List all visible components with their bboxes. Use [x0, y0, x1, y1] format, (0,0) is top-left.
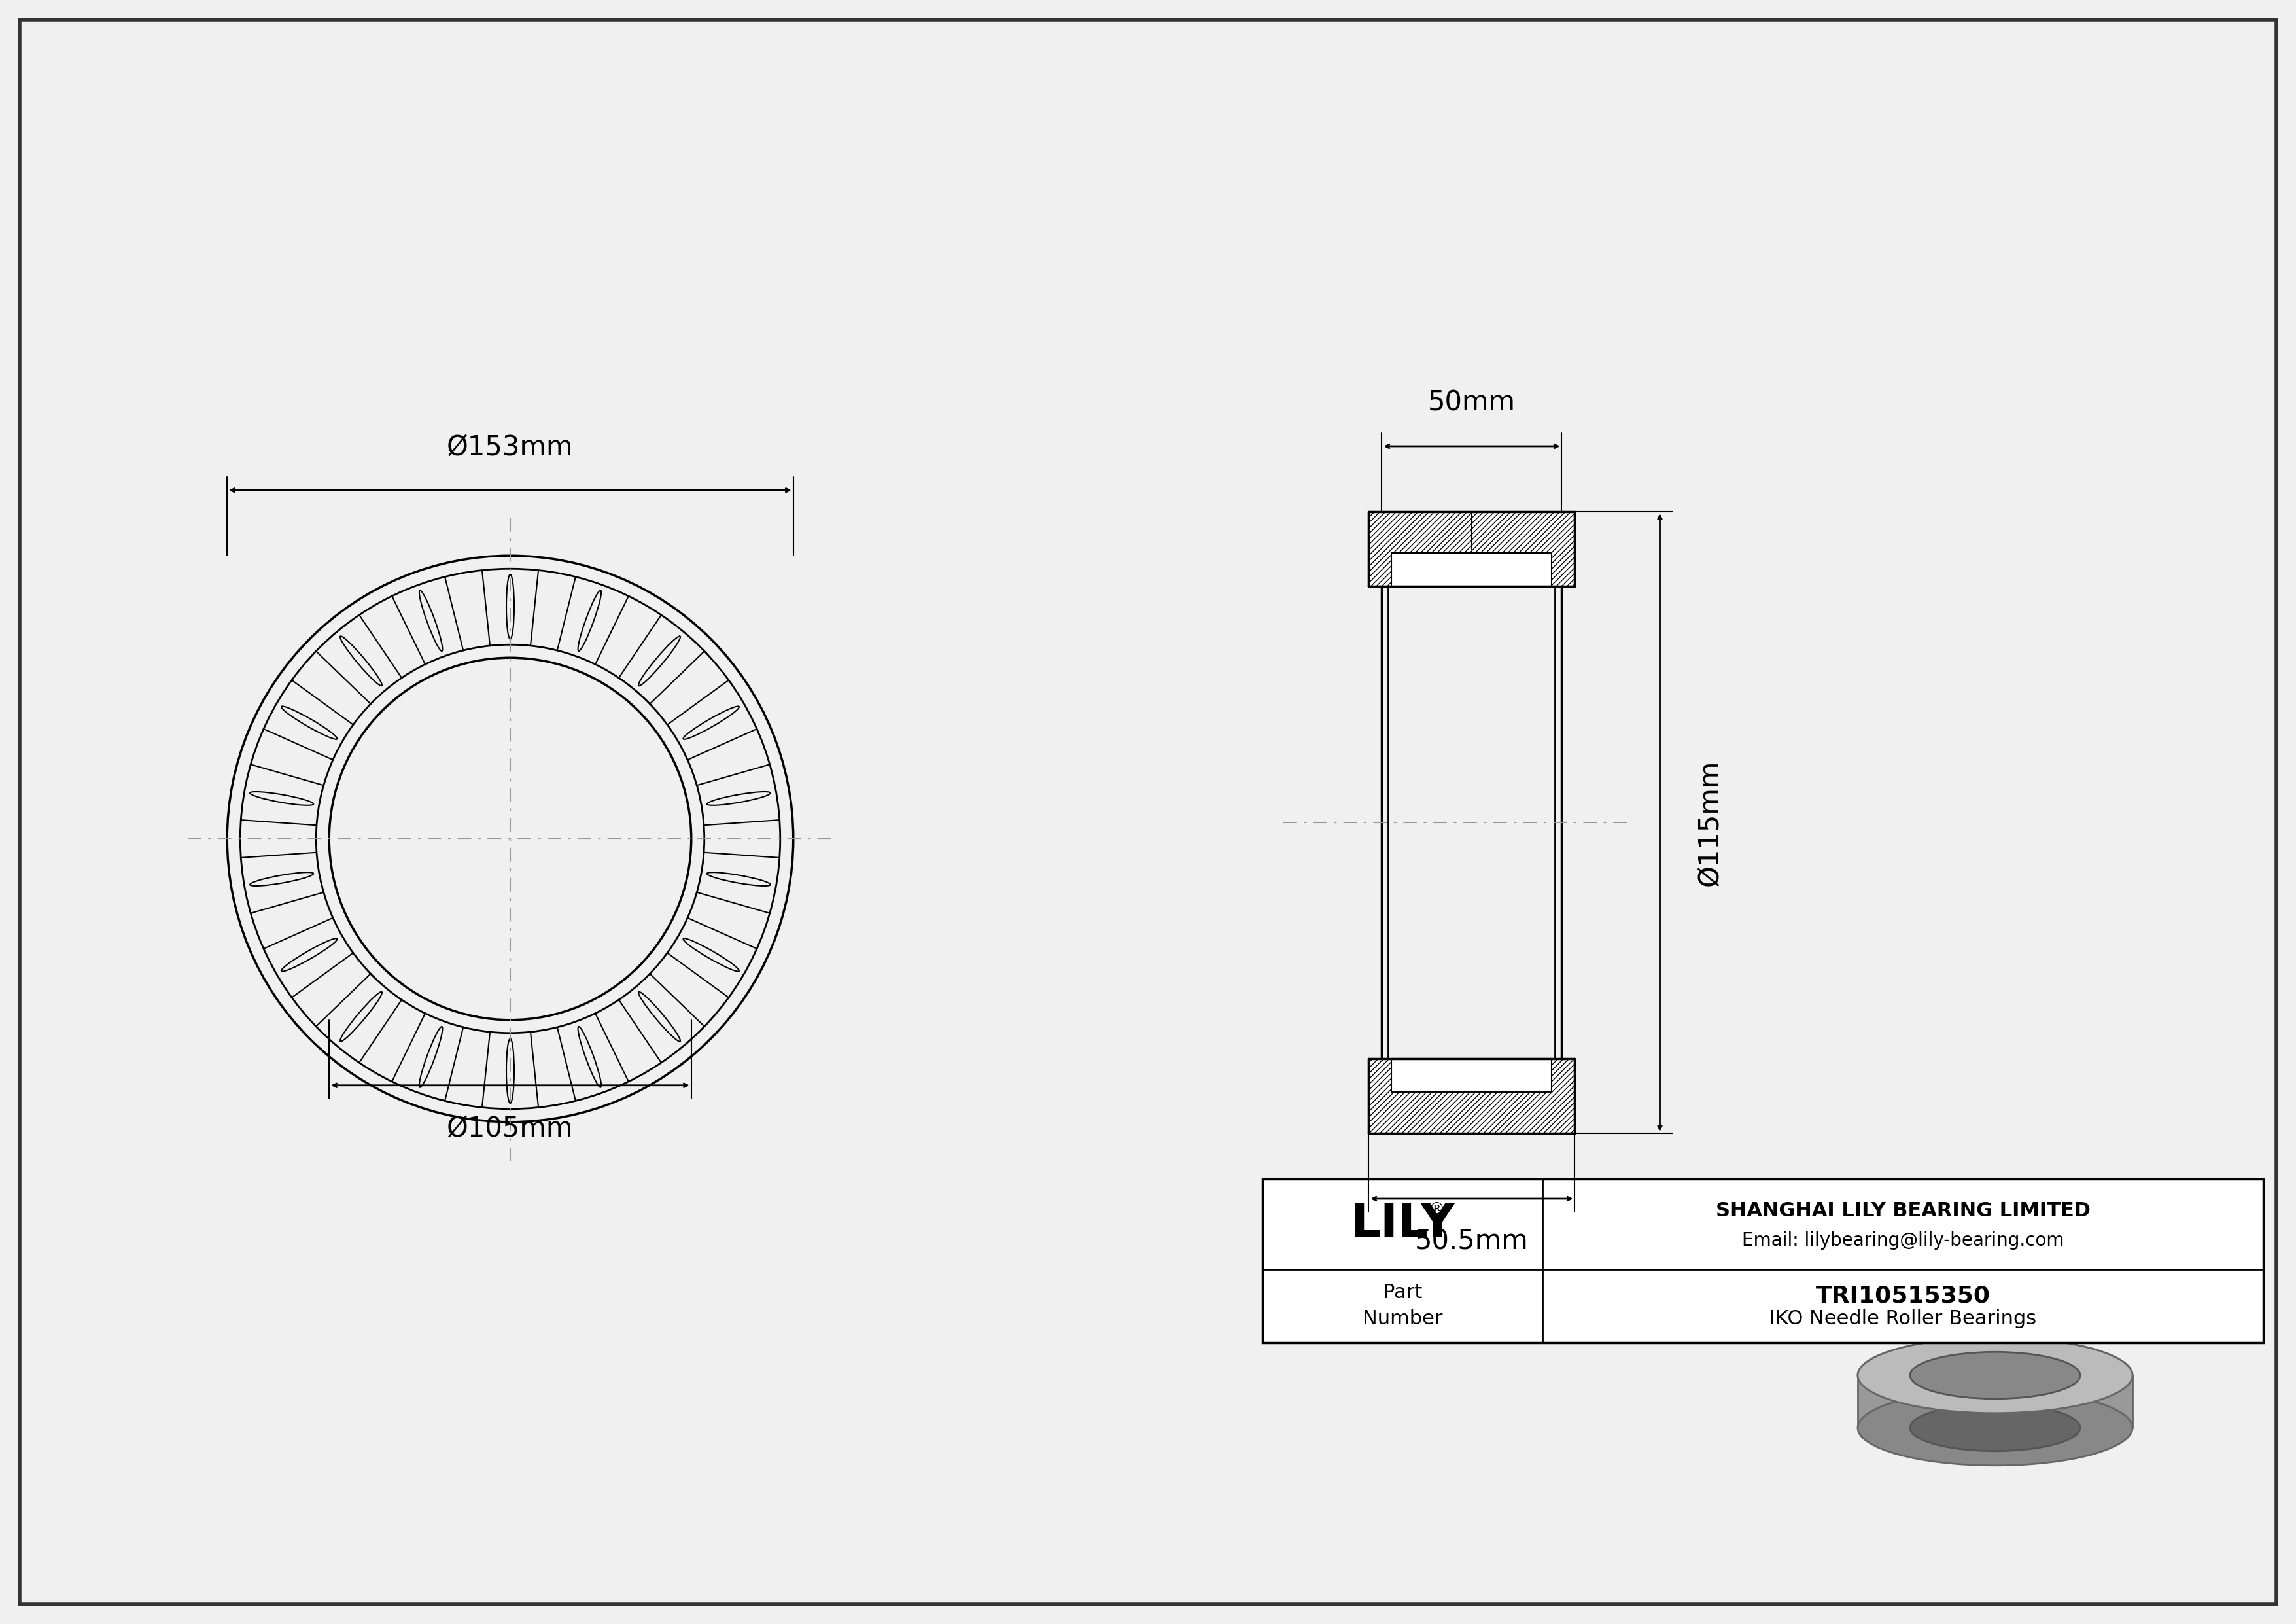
Bar [1368, 512, 1575, 586]
Ellipse shape [1857, 1338, 2133, 1413]
Bar [1857, 1376, 2133, 1427]
Text: TRI10515350: TRI10515350 [1816, 1285, 1991, 1307]
Text: Email: lilybearing@lily-bearing.com: Email: lilybearing@lily-bearing.com [1743, 1231, 2064, 1249]
Text: IKO Needle Roller Bearings: IKO Needle Roller Bearings [1770, 1309, 2037, 1328]
Ellipse shape [1857, 1390, 2133, 1465]
Text: Part
Number: Part Number [1362, 1283, 1442, 1328]
Bar [1391, 1059, 1552, 1093]
Ellipse shape [1910, 1351, 2080, 1398]
Bar [1368, 1059, 1575, 1134]
Text: 50.5mm: 50.5mm [1414, 1228, 1529, 1255]
Text: 50mm: 50mm [1428, 390, 1515, 417]
Text: Ø105mm: Ø105mm [448, 1114, 574, 1142]
Bar [1263, 1179, 2264, 1343]
Ellipse shape [1910, 1405, 2080, 1452]
Ellipse shape [1857, 1338, 2133, 1413]
Text: SHANGHAI LILY BEARING LIMITED: SHANGHAI LILY BEARING LIMITED [1715, 1202, 2089, 1221]
Bar [1910, 1376, 2080, 1427]
Text: ®: ® [1428, 1202, 1444, 1218]
Ellipse shape [1910, 1351, 2080, 1398]
Text: Ø153mm: Ø153mm [448, 434, 574, 461]
Text: Ø115mm: Ø115mm [1697, 758, 1724, 885]
Bar [1391, 552, 1552, 586]
Text: LILY: LILY [1350, 1202, 1456, 1247]
